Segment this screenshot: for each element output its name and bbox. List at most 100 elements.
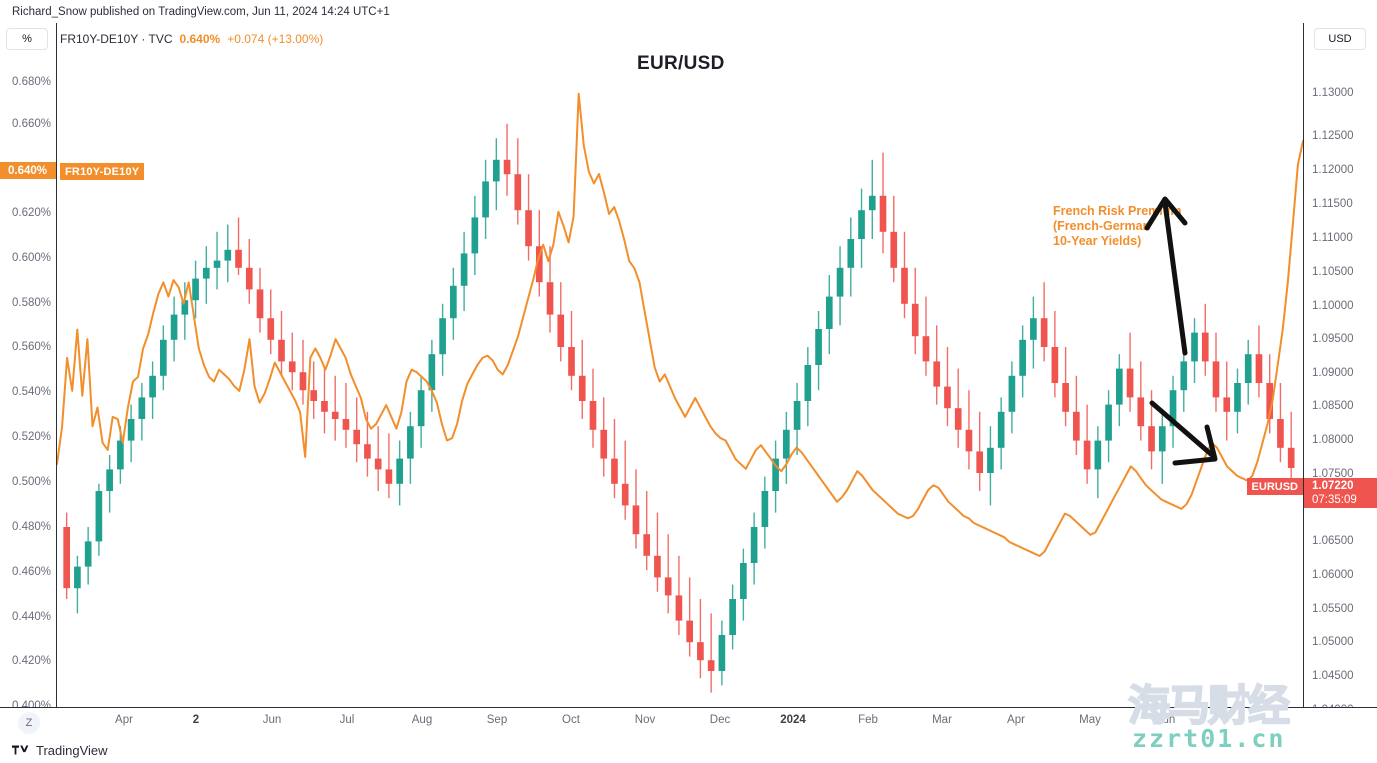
right-tick-label: 1.04500 <box>1312 670 1354 682</box>
candle-body <box>299 372 307 391</box>
page-title: EUR/USD <box>637 53 725 74</box>
candle-body <box>1051 347 1059 383</box>
candle-body <box>825 296 833 329</box>
right-tick-label: 1.12000 <box>1312 164 1354 176</box>
candle-body <box>740 563 747 599</box>
left-scale-unit-label: % <box>22 33 32 45</box>
candle-body <box>235 249 242 268</box>
candle-body <box>793 401 801 430</box>
candle-body <box>95 491 103 542</box>
candle-body <box>944 386 951 409</box>
candle-body <box>654 555 661 578</box>
candle-body <box>1094 440 1102 470</box>
candle-body <box>514 174 522 211</box>
annotation-arrows <box>1144 196 1218 466</box>
candle-body <box>310 390 318 401</box>
annotation-line-2: (French-German <box>1053 219 1151 233</box>
candle-body <box>439 318 446 355</box>
right-current-time: 07:35:09 <box>1312 494 1357 506</box>
annotation-line-1: French Risk Premium <box>1053 204 1182 218</box>
candle-body <box>492 159 500 182</box>
time-tick-label: Mar <box>932 714 952 726</box>
candle-body <box>772 458 779 491</box>
spread-line-series <box>57 92 1303 557</box>
candle-body <box>63 527 70 589</box>
annotation-french-risk-premium: French Risk Premium (French-German 10-Ye… <box>1053 204 1182 249</box>
candle-body <box>922 336 930 362</box>
candle-body <box>632 505 640 535</box>
candle-body <box>836 267 844 297</box>
candlestick-series <box>63 123 1295 693</box>
candle-body <box>1223 397 1231 412</box>
time-tick-label: Nov <box>634 714 656 726</box>
time-tick-label: May <box>1079 714 1101 726</box>
candle-body <box>471 217 479 254</box>
candle-body <box>568 347 575 376</box>
time-tick-label: Feb <box>858 714 878 726</box>
left-tick-label: 0.520% <box>11 431 51 443</box>
candle-body <box>331 411 339 419</box>
candle-body <box>503 159 511 175</box>
up-arrow-shaft <box>1162 200 1188 356</box>
left-scale-unit-chip[interactable]: % <box>6 28 48 50</box>
candle-body <box>1040 318 1048 347</box>
candle-body <box>1277 419 1284 448</box>
candle-body <box>815 329 822 365</box>
right-current-value: 1.07220 <box>1312 480 1354 492</box>
right-tick-label: 1.12500 <box>1312 130 1354 142</box>
candle-body <box>170 314 178 340</box>
time-tick-label: Apr <box>1007 714 1025 726</box>
right-tick-label: 1.10500 <box>1312 266 1354 278</box>
candle-body <box>428 354 436 391</box>
candle-body <box>1062 383 1069 412</box>
candle-body <box>976 451 984 473</box>
candle-body <box>1105 404 1112 441</box>
left-current-value: 0.640% <box>7 164 47 177</box>
right-tick-label: 1.06000 <box>1312 569 1354 581</box>
candle-body <box>965 429 973 452</box>
candle-body <box>1212 361 1220 398</box>
tradingview-wordmark: TradingView <box>36 742 108 758</box>
right-tick-label: 1.13000 <box>1312 87 1354 99</box>
left-tick-label: 0.420% <box>11 655 51 667</box>
candle-body <box>1287 447 1295 468</box>
candle-body <box>1201 332 1209 362</box>
right-tick-label: 1.08500 <box>1312 400 1354 412</box>
candle-body <box>1255 354 1263 383</box>
candle-body <box>450 285 457 319</box>
candle-body <box>1137 397 1145 427</box>
candle-body <box>621 483 629 506</box>
candle-body <box>718 635 726 671</box>
candle-body <box>600 429 608 459</box>
right-price-scale[interactable]: USD 1.13000 1.12500 1.12000 1.11500 1.11000 1… <box>1303 23 1377 716</box>
candle-body <box>342 419 350 430</box>
candle-body <box>611 458 618 484</box>
time-scale[interactable]: Z Apr 2 Jun Jul Aug Sep Oct Nov Dec 2024 Feb Mar Apr… <box>0 707 1377 737</box>
plot-area[interactable]: FR10Y-DE10Y EUR/USD French Risk Premium … <box>57 23 1303 707</box>
legend[interactable]: FR10Y-DE10Y · TVC 0.640% +0.074 (+13.00%… <box>60 31 323 47</box>
candle-body <box>407 426 414 459</box>
candle-body <box>1030 318 1037 340</box>
candle-body <box>686 620 693 643</box>
right-tick-label: 1.06500 <box>1312 535 1354 547</box>
candle-body <box>804 365 812 401</box>
right-tick-label: 1.09000 <box>1312 367 1354 379</box>
candle-body <box>364 444 371 459</box>
left-price-scale[interactable]: % 0.680% 0.660% 0.620% 0.600% 0.580% 0.560% 0.… <box>0 23 57 712</box>
candle-body <box>149 375 156 398</box>
publisher-text: Richard_Snow published on TradingView.co… <box>12 5 390 18</box>
candle-body <box>643 534 651 556</box>
candle-body <box>353 429 361 445</box>
candle-body <box>1083 440 1091 470</box>
left-tick-label: 0.560% <box>11 341 51 353</box>
zoom-reset-button[interactable]: Z <box>18 712 40 734</box>
candle-body <box>546 282 554 315</box>
candle-body <box>84 541 92 567</box>
right-scale-unit-chip[interactable]: USD <box>1314 28 1366 50</box>
candle-body <box>1158 426 1166 452</box>
candle-body <box>245 267 253 290</box>
legend-change: +0.074 (+13.00%) <box>227 32 324 46</box>
candle-body <box>675 595 683 621</box>
time-tick-label: Dec <box>709 714 731 726</box>
series-tag-fr10y-de10y: FR10Y-DE10Y <box>60 163 145 180</box>
